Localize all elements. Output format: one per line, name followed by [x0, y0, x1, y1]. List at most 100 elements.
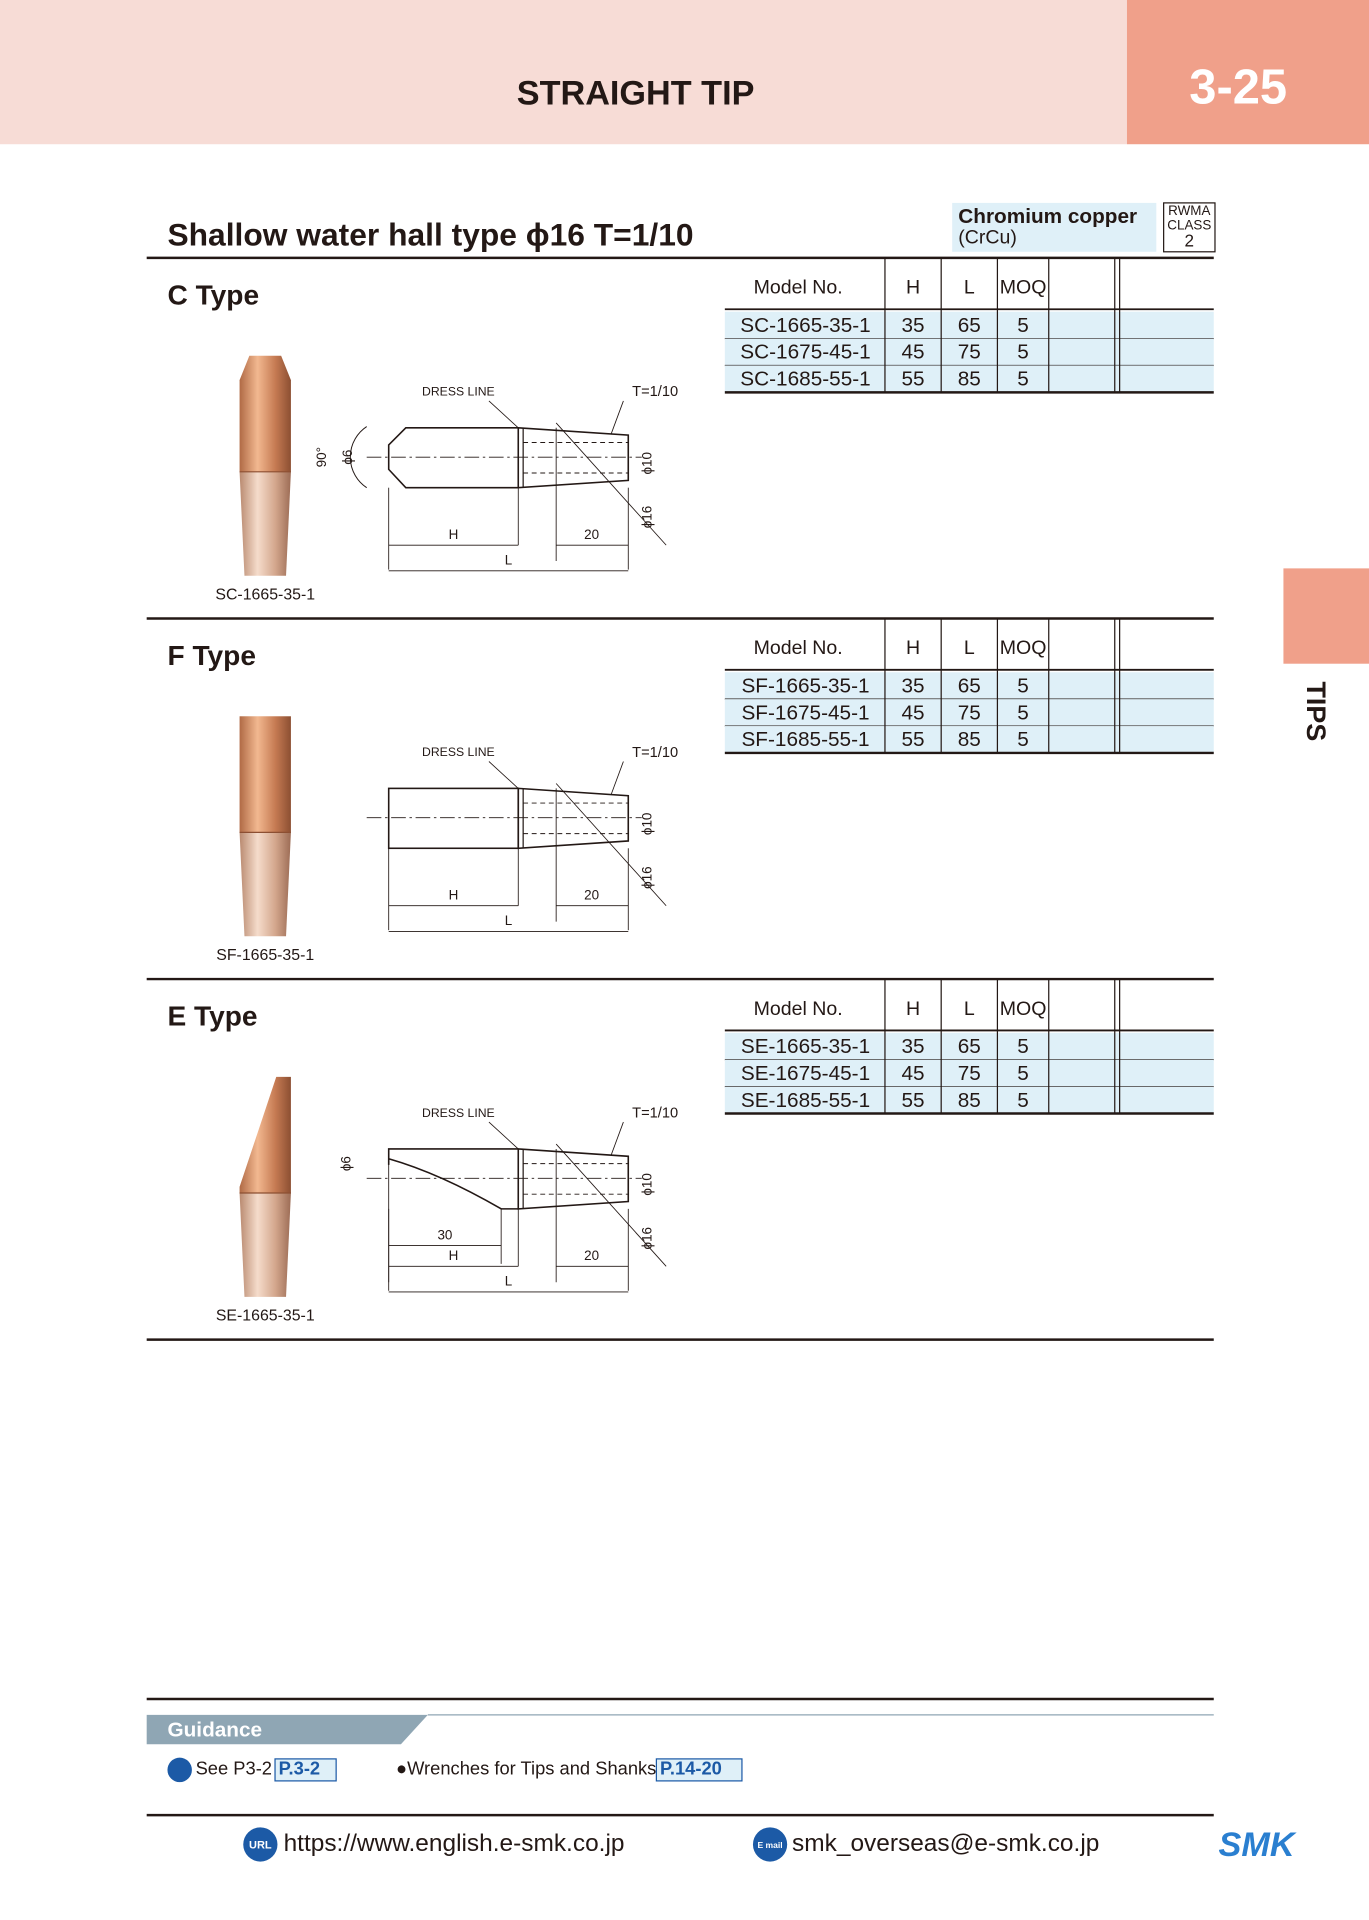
rule [488, 400, 519, 429]
dim-label: DRESS LINE [422, 1106, 495, 1120]
table-cell: 5 [1017, 674, 1029, 697]
table-header: MOQ [1000, 277, 1047, 299]
photo-tip [239, 1076, 291, 1193]
table-cell: 55 [902, 368, 925, 391]
rule [555, 1143, 667, 1267]
table-header: H [906, 637, 920, 659]
class-label: CLASS [1167, 218, 1211, 233]
table-cell: 75 [958, 341, 981, 364]
wrench-icon [167, 1757, 192, 1783]
row-bg [724, 1086, 1214, 1114]
footer-email: smk_overseas@e-smk.co.jp [792, 1830, 1099, 1857]
section-title: F Type [167, 640, 256, 671]
guidance-ref: P.3-2 [279, 1758, 320, 1779]
row-bg [724, 672, 1214, 700]
dim-label: 20 [584, 887, 599, 902]
table-cell: 65 [958, 674, 981, 697]
dim-label: T=1/10 [632, 384, 678, 400]
url-icon-label: URL [249, 1840, 272, 1852]
row-bg [724, 1059, 1214, 1087]
table-cell: 55 [902, 728, 925, 751]
table-cell: 65 [958, 1035, 981, 1058]
page-band [1126, 0, 1369, 145]
dim-label: DRESS LINE [422, 385, 495, 399]
dim-label: ϕ16 [639, 506, 654, 528]
table-cell: SF-1675-45-1 [741, 701, 869, 724]
material-formula: (CrCu) [958, 227, 1017, 249]
arc [349, 426, 367, 489]
ref-box [655, 1758, 743, 1782]
table-cell: SC-1685-55-1 [740, 368, 870, 391]
dim-label: 30 [437, 1227, 452, 1242]
table-cell: SE-1675-45-1 [741, 1062, 870, 1085]
table-cell: SE-1685-55-1 [741, 1089, 870, 1112]
rwma: RWMA [1168, 203, 1210, 218]
rule [610, 761, 624, 795]
section-title: C Type [167, 279, 259, 310]
material-box [952, 202, 1157, 252]
url-icon [243, 1827, 278, 1862]
table-cell: 5 [1017, 1035, 1029, 1058]
side-tab [1283, 568, 1369, 664]
table-cell: SC-1665-35-1 [740, 314, 870, 337]
table-cell: 5 [1017, 314, 1029, 337]
dim-label: 20 [584, 527, 599, 542]
photo-tip [239, 355, 291, 472]
table-cell: 35 [902, 314, 925, 337]
table-cell: 5 [1017, 1089, 1029, 1112]
table-cell: 55 [902, 1089, 925, 1112]
section-title: E Type [167, 1001, 257, 1032]
dim-label: ϕ16 [639, 1227, 654, 1249]
guidance-text: ●Wrenches for Tips and Shanks [396, 1758, 656, 1779]
table-cell: 45 [902, 701, 925, 724]
table-cell: 65 [958, 314, 981, 337]
dim-label: H [449, 527, 459, 542]
class-value: 2 [1185, 232, 1195, 251]
row-bg [724, 726, 1214, 753]
dim-label: 90° [314, 447, 329, 467]
footer-url: https://www.english.e-smk.co.jp [284, 1830, 625, 1857]
rule [488, 1121, 519, 1150]
dim-label: ϕ6 [340, 450, 355, 465]
header-band [0, 0, 1127, 145]
ref-box [274, 1758, 337, 1782]
dim-label: T=1/10 [632, 1105, 678, 1121]
row-bg [724, 699, 1214, 727]
side-tab-label: TIPS [1301, 682, 1331, 742]
taper [517, 787, 630, 850]
email-icon [752, 1827, 788, 1862]
dim-label: ϕ10 [639, 813, 654, 835]
photo-caption: SC-1665-35-1 [215, 586, 315, 603]
material-name: Chromium copper [958, 205, 1137, 228]
guidance-text: See P3-2 [196, 1758, 272, 1779]
rule [610, 1121, 624, 1156]
dim-label: L [505, 913, 513, 928]
subtitle: Shallow water hall type ϕ16 T=1/10 [167, 217, 693, 253]
table-cell: 5 [1017, 1062, 1029, 1085]
table-header: H [906, 998, 920, 1020]
rule [610, 400, 624, 435]
table-header: MOQ [1000, 998, 1047, 1020]
dim-label: T=1/10 [632, 745, 678, 761]
table-header: H [906, 277, 920, 299]
table-cell: 35 [902, 674, 925, 697]
row-bg [724, 338, 1214, 366]
table-cell: 85 [958, 1089, 981, 1112]
table-header: L [964, 277, 975, 299]
dim-label: H [449, 887, 459, 902]
outline [387, 1148, 519, 1210]
table-header: MOQ [1000, 637, 1047, 659]
guidance-tab [146, 1714, 428, 1745]
table-cell: 75 [958, 1062, 981, 1085]
email-icon-label: E mail [757, 1840, 782, 1850]
dim-label: H [449, 1248, 459, 1263]
taper [517, 1148, 630, 1210]
photo-body [239, 471, 291, 576]
table-cell: SF-1685-55-1 [741, 728, 869, 751]
table-cell: 85 [958, 728, 981, 751]
page-number: 3-25 [1189, 60, 1287, 114]
dim-label: ϕ16 [639, 866, 654, 888]
dim-label: L [505, 1274, 513, 1289]
photo-caption: SF-1665-35-1 [216, 947, 314, 964]
